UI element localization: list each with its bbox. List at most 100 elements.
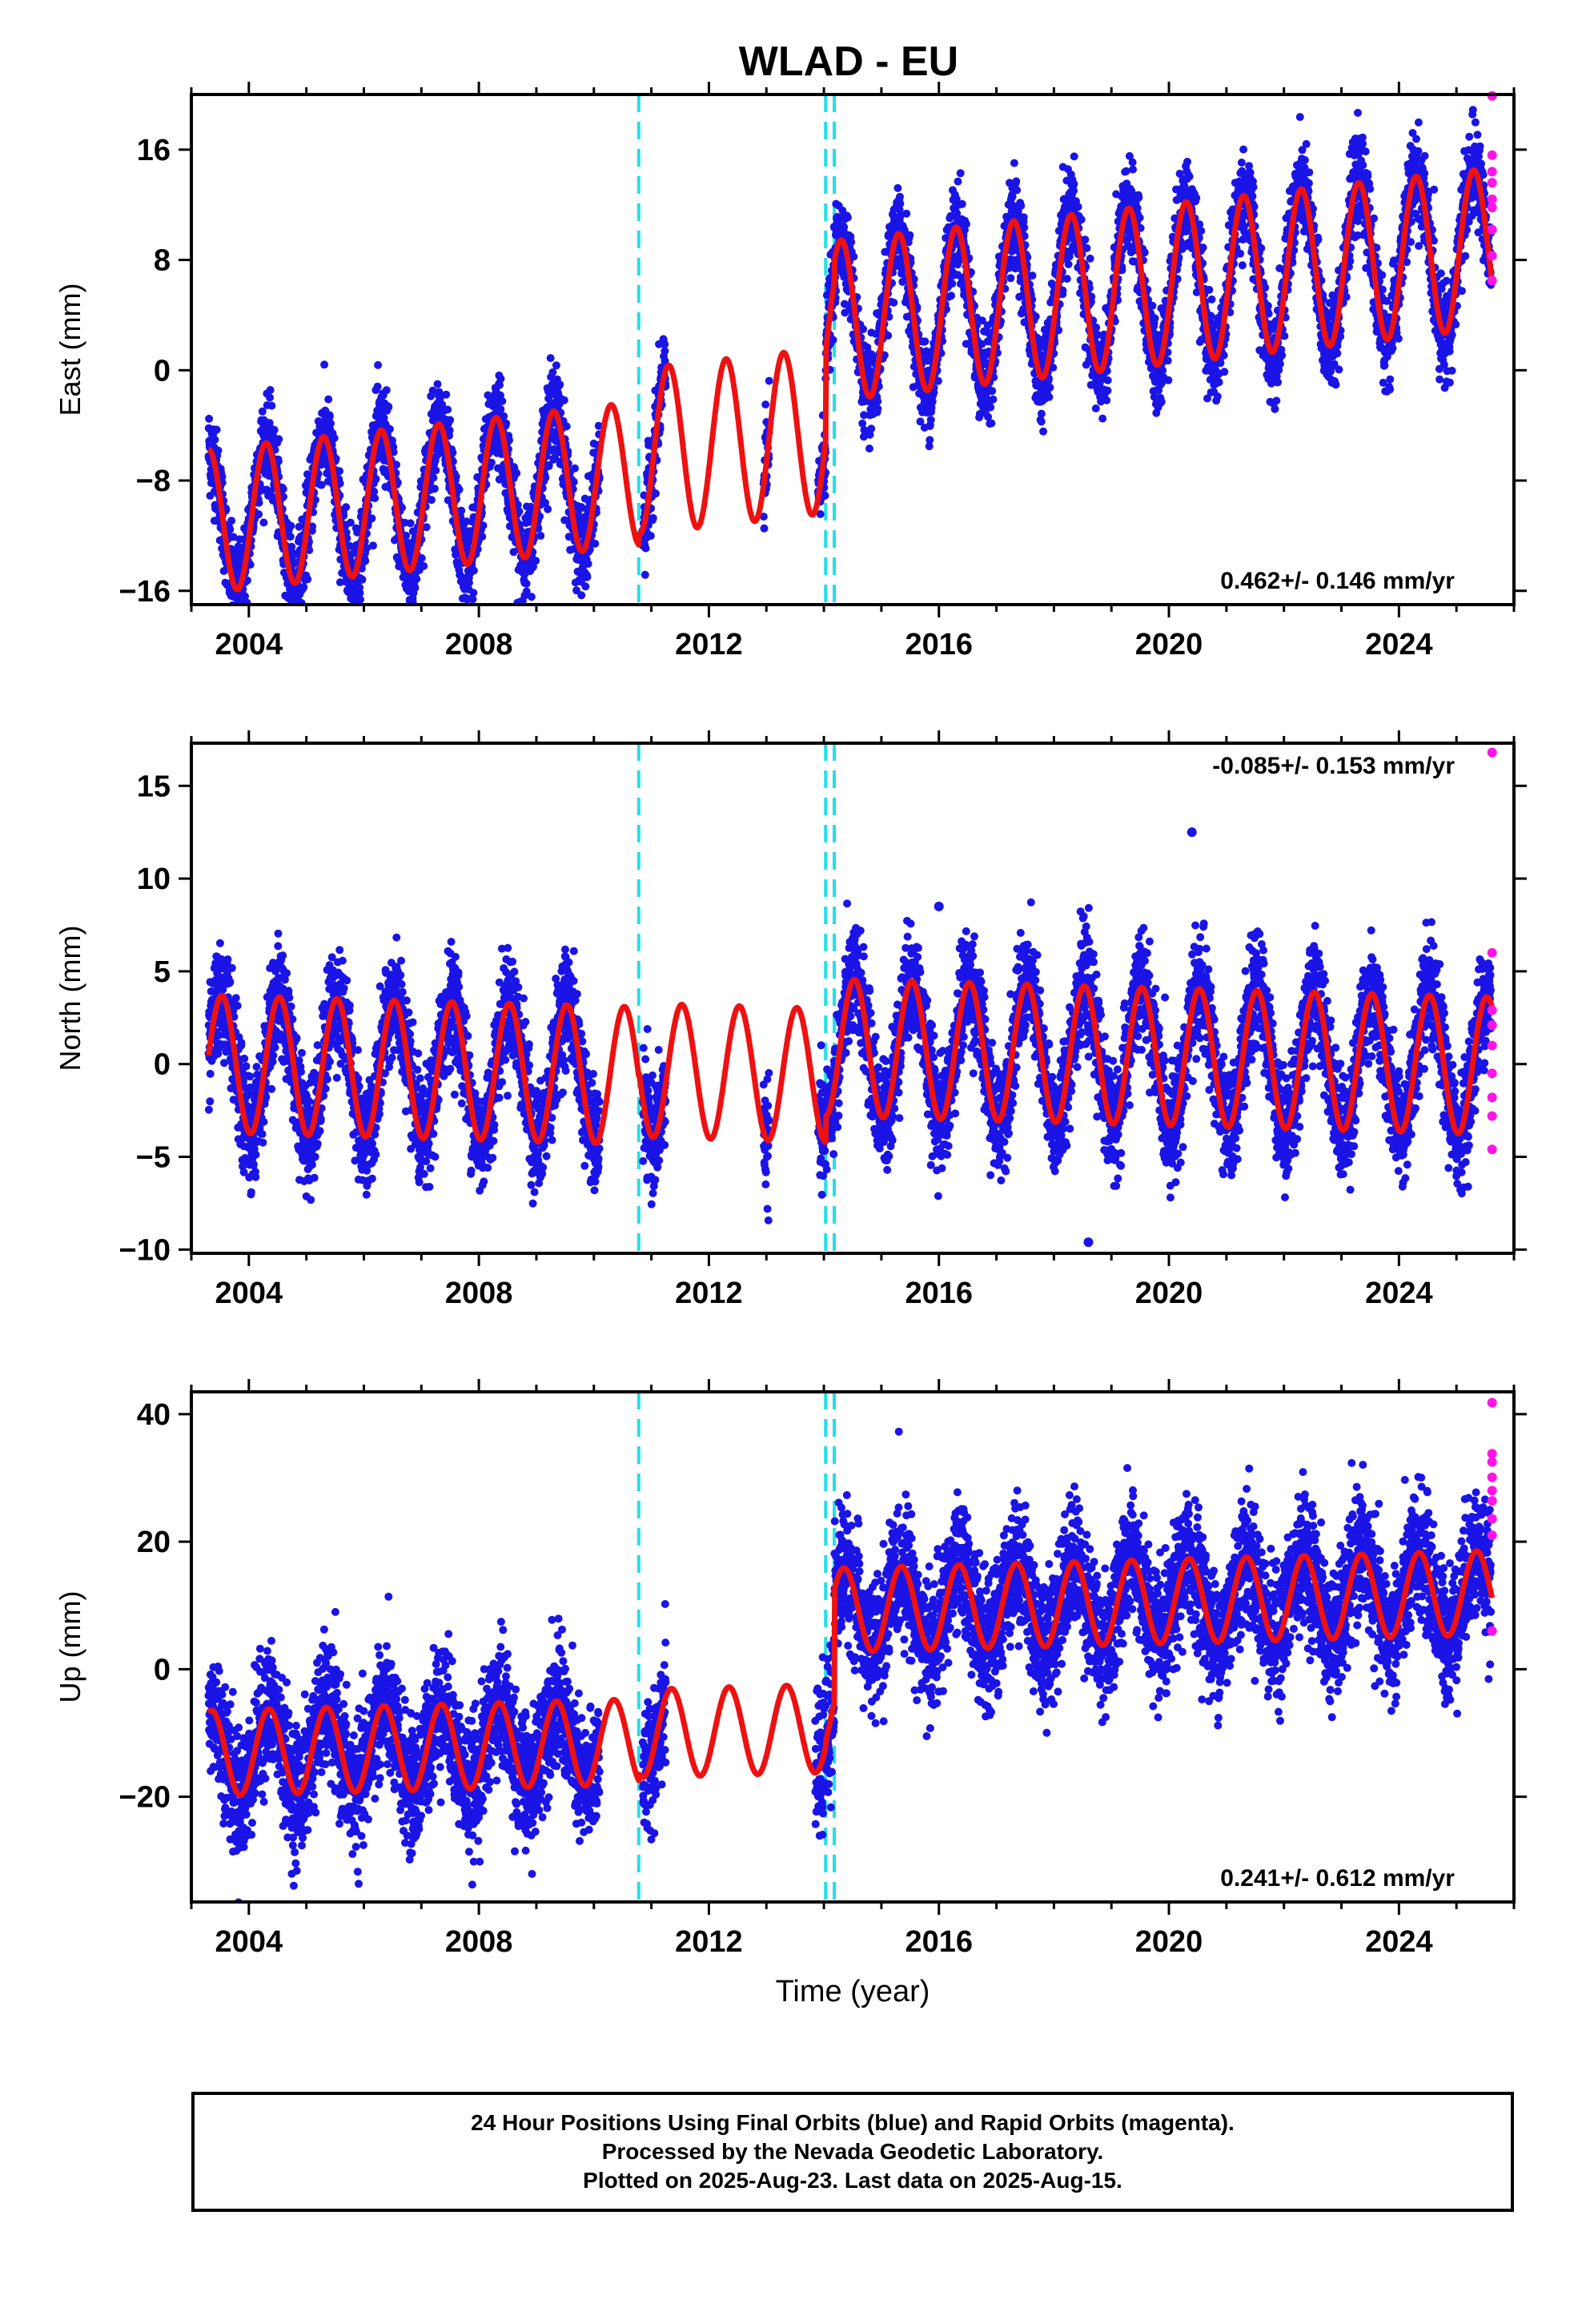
east-final-point <box>873 397 882 406</box>
east-final-point <box>219 567 228 575</box>
east-final-point <box>235 609 243 617</box>
east-final-point <box>325 412 334 421</box>
east-final-point <box>1158 366 1167 375</box>
east-final-point <box>1148 301 1157 310</box>
east-final-point <box>241 592 249 601</box>
east-final-point <box>889 298 898 307</box>
east-final-point <box>765 376 773 385</box>
east-final-point <box>1028 271 1037 280</box>
east-final-point <box>330 434 339 442</box>
east-final-point <box>371 494 379 503</box>
east-final-point <box>1017 202 1026 210</box>
east-final-point <box>948 279 957 288</box>
east-final-point <box>1092 324 1101 332</box>
east-final-point <box>905 231 914 239</box>
east-final-point <box>258 407 267 416</box>
east-final-point <box>1135 213 1144 222</box>
east-final-point <box>527 593 536 601</box>
east-final-point <box>1157 397 1166 406</box>
east-final-point <box>1064 260 1073 268</box>
east-final-point <box>358 575 367 584</box>
east-final-point <box>265 419 274 428</box>
east-final-point <box>442 390 451 399</box>
east-final-point <box>1008 192 1017 201</box>
east-final-point <box>227 517 236 525</box>
east-final-point <box>849 252 858 261</box>
east-final-point <box>1128 158 1137 167</box>
east-final-point <box>640 570 649 579</box>
east-final-point <box>303 575 312 584</box>
east-final-point <box>469 566 478 575</box>
east-final-point <box>370 487 379 496</box>
east-final-point <box>211 436 219 444</box>
east-final-point <box>760 524 769 533</box>
east-final-point <box>947 292 956 300</box>
east-final-point <box>408 597 417 605</box>
east-final-point <box>1046 383 1054 392</box>
east-final-point <box>1129 165 1137 174</box>
east-final-point <box>305 546 314 554</box>
east-final-point <box>287 542 296 551</box>
east-final-point <box>1098 414 1107 423</box>
east-final-point <box>238 618 246 626</box>
east-final-point <box>548 368 557 376</box>
east-final-point <box>369 541 377 550</box>
east-final-point <box>292 605 300 613</box>
east-final-point <box>989 395 998 404</box>
east-final-point <box>532 557 540 565</box>
east-final-point <box>392 460 400 469</box>
east-final-point <box>287 521 295 530</box>
east-final-point <box>344 617 352 625</box>
east-final-point <box>286 533 295 541</box>
east-final-point <box>487 458 496 467</box>
east-final-point <box>1012 177 1021 186</box>
east-final-point <box>266 393 274 402</box>
east-final-point <box>962 219 970 228</box>
east-final-point <box>648 513 657 522</box>
east-final-point <box>469 589 478 597</box>
east-final-point <box>246 561 255 569</box>
east-final-point <box>829 336 837 344</box>
east-final-point <box>584 560 592 568</box>
east-final-point <box>1070 179 1078 188</box>
east-final-point <box>214 446 223 455</box>
east-final-point <box>1045 392 1054 401</box>
east-final-point <box>320 360 329 369</box>
east-final-point <box>238 608 246 616</box>
east-final-point <box>231 611 239 619</box>
east-final-point <box>351 633 359 641</box>
east-final-point <box>270 425 279 434</box>
east-final-point <box>455 485 464 494</box>
east-final-point <box>290 606 298 614</box>
east-final-point <box>577 591 586 600</box>
east-final-point <box>1010 159 1018 167</box>
chart-title: WLAD - EU <box>739 38 958 85</box>
east-final-point <box>1102 396 1111 404</box>
east-final-point <box>552 361 560 370</box>
east-final-point <box>275 435 283 444</box>
east-final-point <box>1086 254 1094 263</box>
east-final-point <box>646 532 655 541</box>
east-final-point <box>843 213 852 222</box>
east-final-point <box>847 238 856 247</box>
east-final-point <box>1037 417 1046 426</box>
east-final-point <box>478 533 487 541</box>
east-final-point <box>308 522 317 531</box>
east-final-point <box>873 404 882 413</box>
east-final-point <box>299 583 308 591</box>
east-final-point <box>661 347 669 356</box>
east-final-point <box>562 422 571 431</box>
east-final-point <box>433 380 442 388</box>
east-final-point <box>429 473 438 482</box>
east-final-point <box>954 177 962 186</box>
east-final-point <box>1091 404 1100 412</box>
east-final-point <box>1062 275 1071 283</box>
east-final-point <box>958 199 966 208</box>
east-final-point <box>512 468 521 477</box>
east-final-point <box>445 426 454 435</box>
east-final-point <box>498 396 507 405</box>
east-final-point <box>926 416 935 424</box>
east-final-point <box>1074 203 1082 211</box>
east-final-point <box>921 337 930 346</box>
